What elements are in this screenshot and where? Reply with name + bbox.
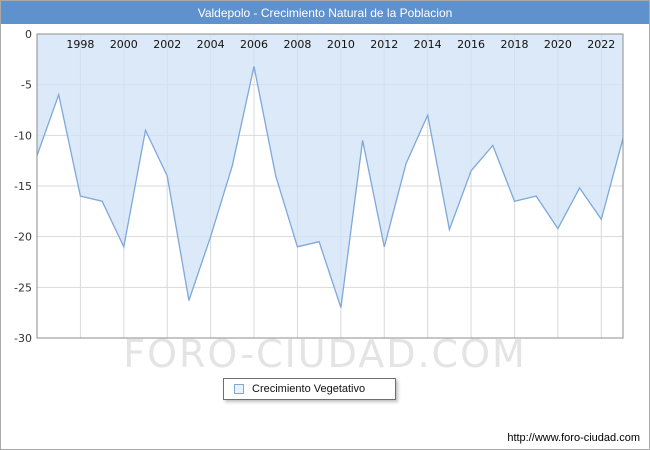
svg-text:2012: 2012 bbox=[370, 38, 398, 51]
svg-text:-15: -15 bbox=[14, 180, 32, 193]
legend: Crecimiento Vegetativo bbox=[223, 378, 397, 400]
svg-text:2008: 2008 bbox=[283, 38, 311, 51]
footer-url[interactable]: http://www.foro-ciudad.com bbox=[507, 432, 640, 444]
legend-swatch-icon bbox=[234, 384, 244, 394]
svg-text:-20: -20 bbox=[14, 231, 32, 244]
svg-text:2010: 2010 bbox=[327, 38, 355, 51]
svg-text:2004: 2004 bbox=[197, 38, 225, 51]
chart-plot: 0 -5 -10 -15 -20 -25 -30 1998 2000 2002 2004 2006 20… bbox=[14, 28, 624, 345]
svg-text:2018: 2018 bbox=[500, 38, 528, 51]
chart-title: Valdepolo - Crecimiento Natural de la Po… bbox=[1, 1, 649, 24]
svg-text:0: 0 bbox=[25, 28, 32, 41]
svg-text:-25: -25 bbox=[14, 281, 32, 294]
svg-text:-30: -30 bbox=[14, 332, 32, 345]
svg-text:2002: 2002 bbox=[153, 38, 181, 51]
svg-text:2006: 2006 bbox=[240, 38, 268, 51]
svg-text:-5: -5 bbox=[21, 79, 32, 92]
svg-text:1998: 1998 bbox=[66, 38, 94, 51]
legend-label: Crecimiento Vegetativo bbox=[252, 383, 366, 395]
svg-text:2016: 2016 bbox=[457, 38, 485, 51]
svg-text:2014: 2014 bbox=[414, 38, 442, 51]
svg-text:2022: 2022 bbox=[587, 38, 615, 51]
svg-text:-10: -10 bbox=[14, 129, 32, 142]
svg-text:2000: 2000 bbox=[110, 38, 138, 51]
svg-text:2020: 2020 bbox=[544, 38, 572, 51]
